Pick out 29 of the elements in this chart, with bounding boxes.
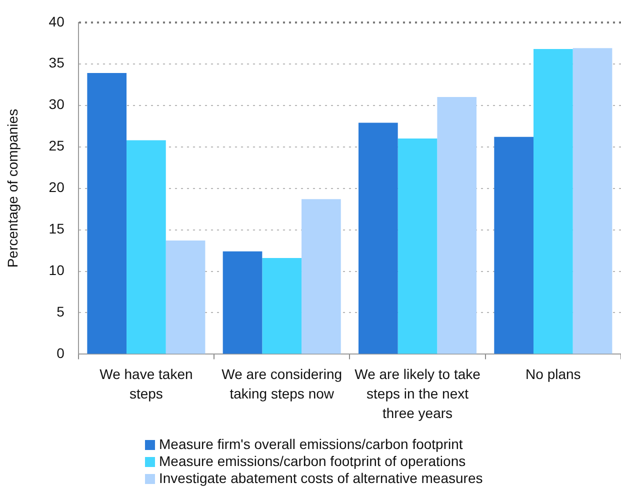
x-tick-label: No plans (526, 366, 581, 382)
y-tick-label: 10 (48, 262, 65, 278)
bar (302, 199, 341, 354)
bar (87, 73, 127, 354)
x-tick-label: We are considering taking steps now (222, 366, 342, 402)
legend-label: Measure firm's overall emissions/carbon footprint (159, 436, 463, 453)
bar (222, 251, 262, 354)
y-tick-label: 25 (48, 138, 65, 154)
bar (358, 122, 398, 354)
bar (494, 136, 534, 354)
bar (398, 138, 438, 354)
y-tick-label: 15 (48, 220, 65, 237)
bar (534, 48, 573, 354)
y-tick-label: 0 (56, 345, 65, 362)
x-tick-label: We have taken steps (100, 366, 193, 402)
y-tick-label: 5 (56, 304, 65, 320)
bar (572, 48, 612, 354)
y-tick-label: 30 (48, 96, 65, 112)
y-axis-title: Percentage of companies (4, 108, 20, 268)
y-tick-label: 35 (48, 54, 65, 71)
bar (262, 258, 302, 354)
x-tick-label: We are likely to take steps in the next three years (354, 366, 481, 422)
bar (166, 240, 206, 354)
legend-label: Investigate abatement costs of alternative measures (159, 470, 483, 487)
bar (126, 140, 166, 354)
y-tick-label: 40 (48, 13, 65, 30)
legend-label: Measure emissions/carbon footprint of operations (159, 453, 466, 470)
y-tick-label: 20 (48, 179, 65, 196)
bar (437, 97, 477, 354)
